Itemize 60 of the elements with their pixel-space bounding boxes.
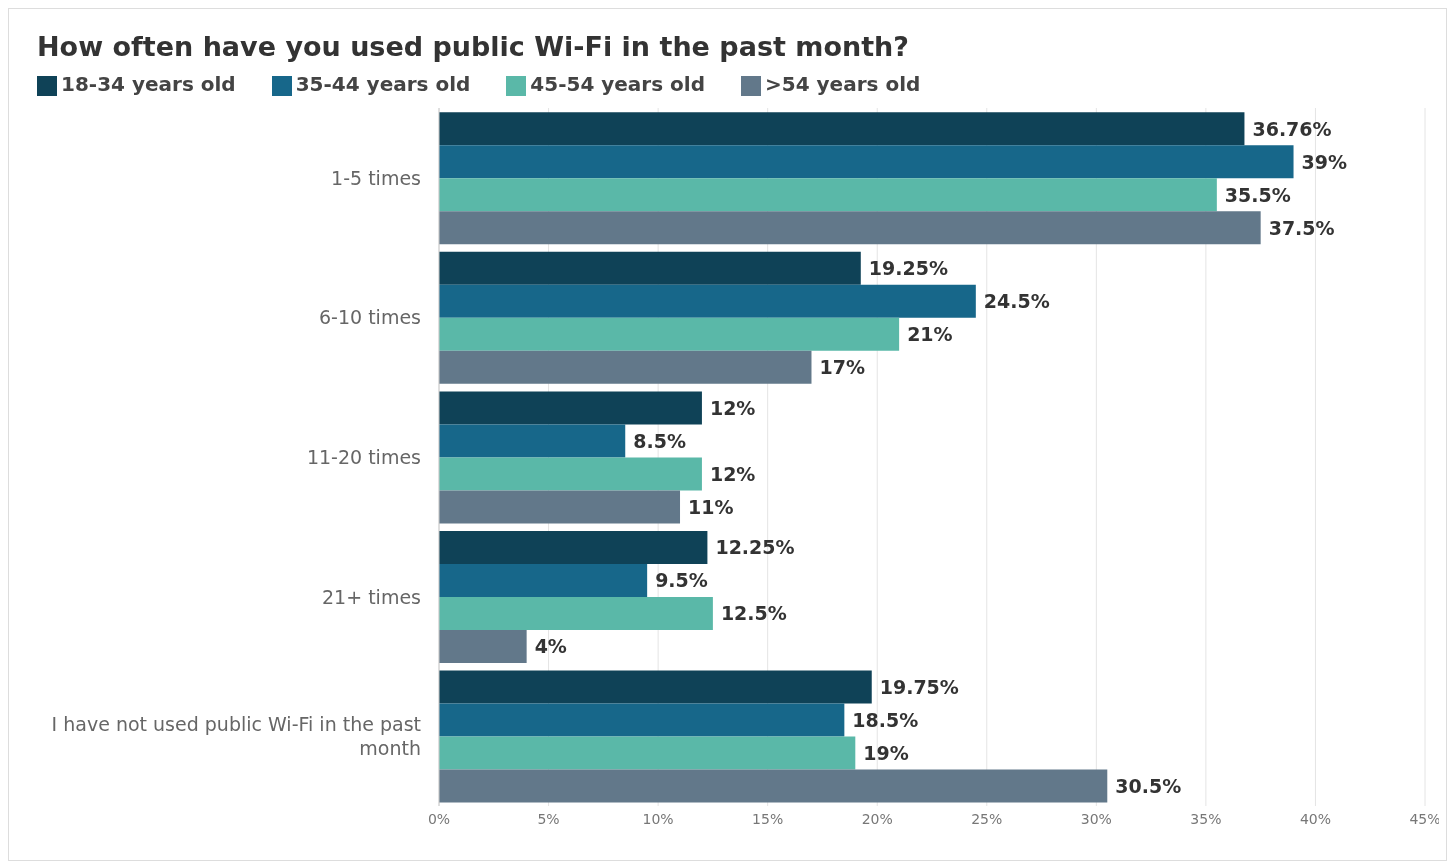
x-tick-label: 25%	[971, 810, 1003, 827]
bar	[439, 457, 702, 491]
bar	[439, 112, 1245, 146]
x-tick-label: 45%	[1409, 810, 1441, 827]
bar	[439, 211, 1261, 245]
data-label: 19.25%	[868, 257, 948, 280]
bar	[439, 703, 845, 737]
y-tick-label: 21+ times	[322, 585, 421, 608]
data-label: 4%	[534, 635, 567, 658]
x-tick-label: 0%	[427, 810, 451, 827]
y-tick-label: 6-10 times	[319, 306, 421, 329]
legend-label: 18-34 years old	[61, 72, 236, 96]
data-label: 9.5%	[655, 569, 708, 592]
data-label: 12.25%	[715, 536, 795, 559]
x-tick-label: 5%	[537, 810, 560, 827]
data-label: 19.75%	[879, 676, 959, 699]
y-tick-label: I have not used public Wi-Fi in the past month	[51, 713, 421, 760]
bar	[439, 178, 1217, 212]
bar	[439, 391, 702, 425]
bar	[439, 490, 681, 524]
x-tick-label: 40%	[1299, 810, 1332, 827]
bar	[439, 769, 1108, 803]
data-label: 18.5%	[852, 709, 919, 732]
x-tick-label: 30%	[1080, 810, 1112, 827]
y-tick-label: 11-20 times	[306, 446, 421, 468]
bar	[439, 350, 812, 384]
bar	[439, 251, 861, 285]
bar	[439, 317, 900, 351]
data-label: 37.5%	[1268, 216, 1335, 239]
data-label: 36.76%	[1252, 117, 1332, 140]
legend-label: >54 years old	[765, 72, 921, 96]
bar	[439, 736, 856, 770]
x-tick-label: 15%	[752, 810, 784, 827]
data-label: 21%	[907, 323, 953, 346]
chart-title: How often have you used public Wi-Fi in the past month?	[36, 30, 910, 62]
bar	[439, 629, 527, 663]
bar	[439, 145, 1294, 179]
data-label: 12%	[709, 396, 756, 419]
data-label: 39%	[1301, 150, 1348, 173]
bar	[439, 563, 648, 597]
x-tick-label: 20%	[861, 810, 893, 827]
data-label: 11%	[688, 495, 734, 518]
x-tick-label: 35%	[1190, 810, 1222, 827]
data-label: 30.5%	[1115, 775, 1182, 798]
bar	[439, 596, 713, 630]
bar	[439, 530, 708, 564]
x-tick-label: 10%	[642, 810, 674, 827]
bar	[439, 670, 872, 704]
legend-label: 35-44 years old	[295, 72, 471, 96]
data-label: 17%	[819, 356, 865, 379]
data-label: 35.5%	[1224, 183, 1291, 206]
data-label: 19%	[863, 742, 909, 765]
data-label: 24.5%	[983, 290, 1050, 313]
legend-label: 45-54 years old	[530, 72, 706, 96]
data-label: 12%	[709, 462, 756, 485]
y-tick-label: 1-5 times	[331, 166, 421, 189]
data-label: 12.5%	[720, 602, 787, 625]
bar	[439, 284, 976, 318]
data-label: 8.5%	[633, 429, 686, 452]
bar	[439, 424, 626, 458]
